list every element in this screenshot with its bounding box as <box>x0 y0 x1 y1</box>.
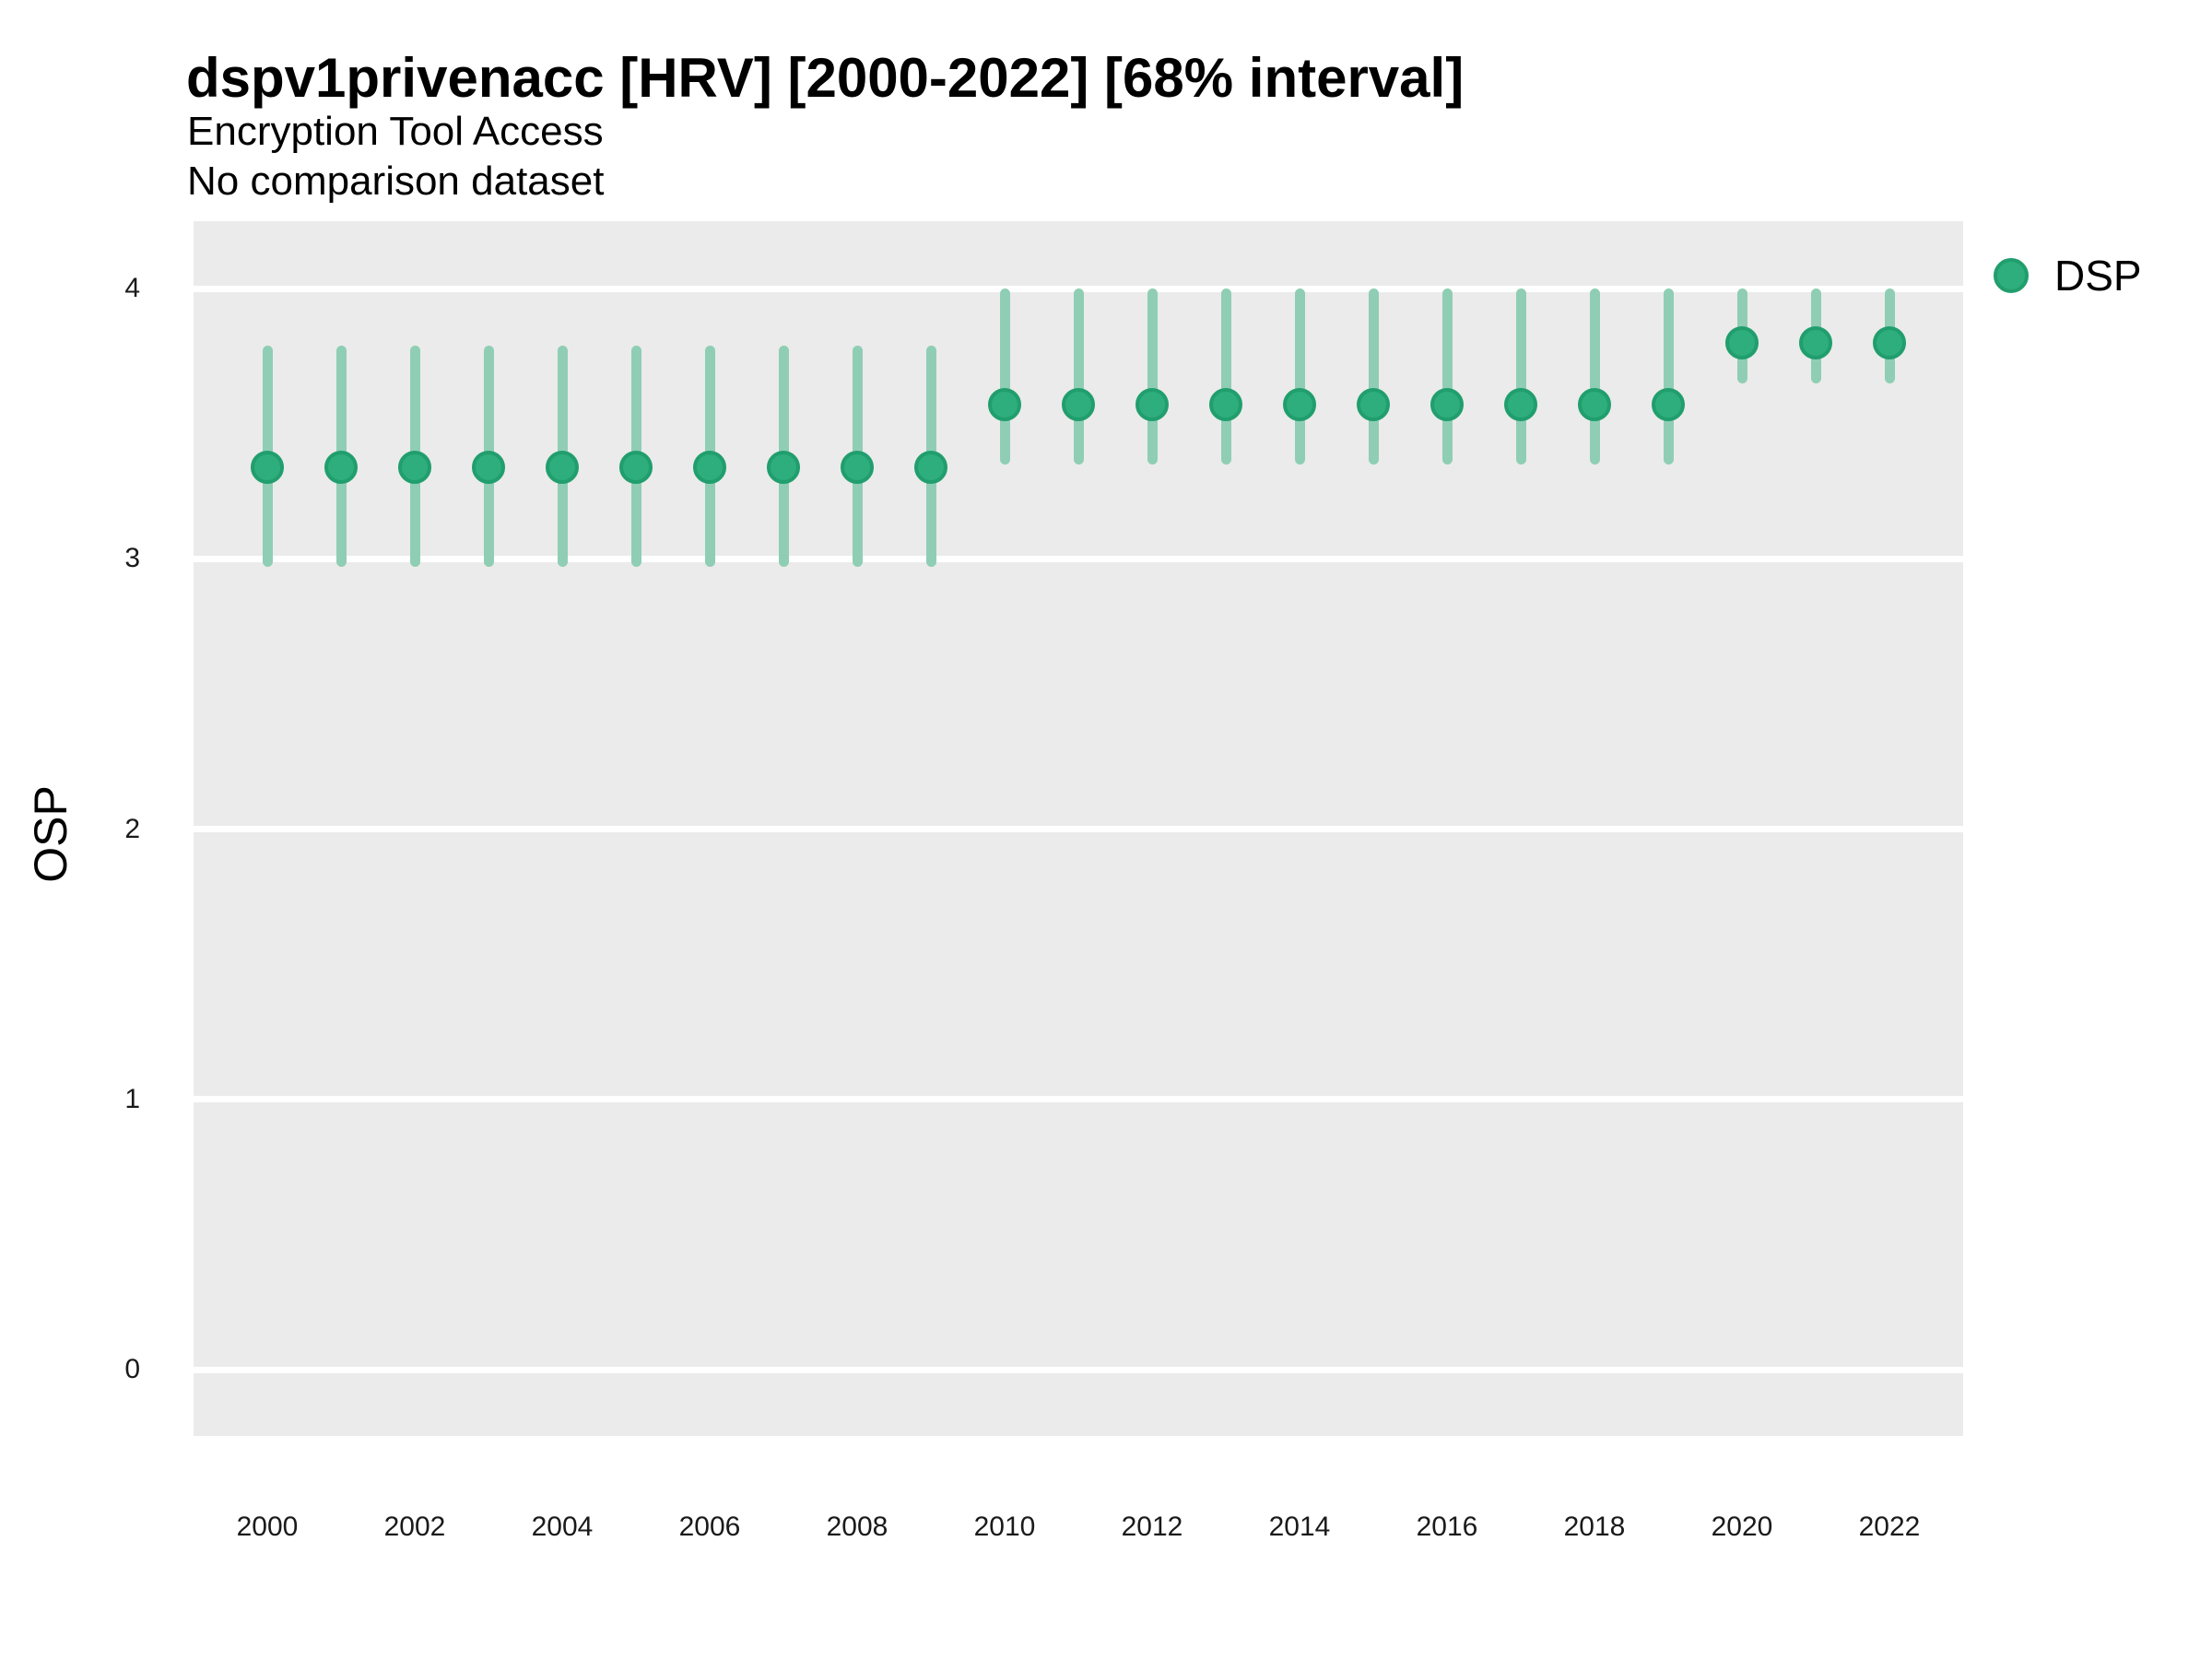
page-title: dspv1privenacc [HRV] [2000-2022] [68% in… <box>186 47 1465 109</box>
x-tick-label-2018: 2018 <box>1563 1512 1626 1542</box>
data-point-2013 <box>1209 388 1242 422</box>
plot-panel <box>194 221 1963 1436</box>
data-point-2010 <box>988 388 1021 422</box>
x-tick-label-2008: 2008 <box>826 1512 888 1542</box>
data-point-2000 <box>251 450 284 484</box>
x-tick-label-2014: 2014 <box>1268 1512 1331 1542</box>
data-point-2014 <box>1283 388 1316 422</box>
data-point-2003 <box>472 450 505 484</box>
interval-bar-2010 <box>999 288 1010 465</box>
interval-bar-2017 <box>1515 288 1526 465</box>
x-tick-label-2010: 2010 <box>973 1512 1036 1542</box>
data-point-2007 <box>767 450 800 484</box>
legend-point-icon <box>1994 258 2029 293</box>
subtitle-line-1: Encryption Tool Access <box>187 109 604 154</box>
y-tick-label-2: 2 <box>124 813 140 844</box>
y-tick-label-1: 1 <box>124 1083 140 1114</box>
x-tick-label-2012: 2012 <box>1121 1512 1183 1542</box>
gridline-y-1 <box>194 1096 1963 1103</box>
interval-bar-2013 <box>1220 288 1231 465</box>
x-tick-label-2022: 2022 <box>1858 1512 1921 1542</box>
legend-label: DSP <box>2054 252 2142 300</box>
gridline-y-3 <box>194 555 1963 562</box>
data-point-2005 <box>619 450 653 484</box>
interval-bar-2014 <box>1294 288 1305 465</box>
interval-bar-2012 <box>1147 288 1158 465</box>
y-tick-label-0: 0 <box>124 1354 140 1384</box>
interval-bar-2016 <box>1441 288 1453 465</box>
data-point-2011 <box>1062 388 1095 422</box>
y-tick-label-3: 3 <box>124 543 140 574</box>
interval-bar-2011 <box>1073 288 1084 465</box>
data-point-2009 <box>914 450 947 484</box>
data-point-2001 <box>324 450 358 484</box>
data-point-2019 <box>1652 388 1685 422</box>
data-point-2015 <box>1357 388 1390 422</box>
x-tick-label-2004: 2004 <box>531 1512 594 1542</box>
x-tick-label-2020: 2020 <box>1711 1512 1773 1542</box>
interval-bar-2019 <box>1663 288 1674 465</box>
data-point-2016 <box>1430 388 1464 422</box>
data-point-2008 <box>841 450 874 484</box>
x-tick-label-2000: 2000 <box>236 1512 299 1542</box>
data-point-2012 <box>1135 388 1169 422</box>
data-point-2018 <box>1578 388 1611 422</box>
x-tick-label-2006: 2006 <box>678 1512 741 1542</box>
interval-bar-2018 <box>1589 288 1600 465</box>
data-point-2002 <box>398 450 431 484</box>
data-point-2021 <box>1799 325 1832 359</box>
subtitle-line-2: No comparison dataset <box>187 159 605 204</box>
data-point-2020 <box>1725 325 1759 359</box>
gridline-y-2 <box>194 826 1963 832</box>
x-tick-label-2016: 2016 <box>1416 1512 1478 1542</box>
legend: DSP <box>1994 251 2142 300</box>
gridline-y-0 <box>194 1366 1963 1373</box>
interval-bar-2015 <box>1368 288 1379 465</box>
data-point-2022 <box>1873 325 1906 359</box>
data-point-2004 <box>546 450 579 484</box>
x-tick-label-2002: 2002 <box>383 1512 446 1542</box>
data-point-2017 <box>1504 388 1537 422</box>
data-point-2006 <box>693 450 726 484</box>
y-tick-label-4: 4 <box>124 273 140 303</box>
